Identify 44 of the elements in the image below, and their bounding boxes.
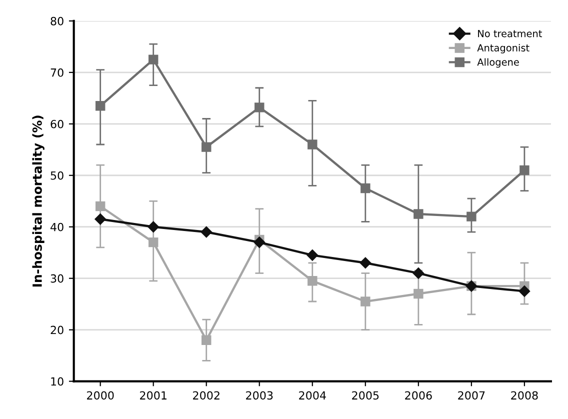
x-tick-label: 2002 [193, 391, 220, 400]
x-tick-label: 2001 [140, 391, 166, 400]
point [254, 102, 264, 112]
point [95, 101, 106, 111]
legend-label: No treatment [478, 30, 542, 38]
y-axis-title: In-hospital mortality (%) [32, 116, 44, 287]
x-tick-label: 2008 [511, 391, 538, 400]
point [360, 257, 372, 268]
legend-label: Antagonist [477, 44, 530, 54]
y-tick-label: 30 [50, 274, 64, 283]
y-tick-label: 40 [50, 222, 64, 232]
point [414, 209, 424, 219]
y-tick-label: 80 [50, 16, 64, 26]
x-tick-label: 2004 [299, 391, 326, 400]
point [360, 296, 370, 306]
point [414, 288, 424, 299]
y-tick-label: 10 [51, 377, 64, 386]
x-tick-label: 2005 [352, 391, 379, 400]
legend-label: Allogene [477, 58, 519, 68]
point [360, 183, 370, 194]
y-tick-label: 50 [50, 171, 64, 180]
y-tick-label: 70 [50, 68, 64, 77]
point [95, 201, 106, 212]
x-tick-label: 2006 [405, 391, 432, 400]
x-tick-label: 2007 [458, 391, 485, 400]
point [308, 276, 318, 286]
point [202, 142, 212, 152]
point [202, 335, 212, 345]
point [306, 250, 318, 261]
y-tick-label: 60 [50, 120, 64, 128]
point [412, 268, 424, 279]
point [466, 212, 476, 222]
point [94, 214, 106, 225]
point [254, 236, 265, 248]
point [520, 165, 530, 176]
point [148, 237, 158, 248]
point [148, 221, 159, 232]
point [148, 54, 158, 64]
point [200, 226, 212, 238]
point [518, 286, 530, 297]
x-tick-label: 2003 [246, 391, 273, 400]
y-tick-label: 20 [50, 326, 64, 334]
x-tick-label: 2000 [87, 391, 114, 400]
point [308, 140, 318, 150]
